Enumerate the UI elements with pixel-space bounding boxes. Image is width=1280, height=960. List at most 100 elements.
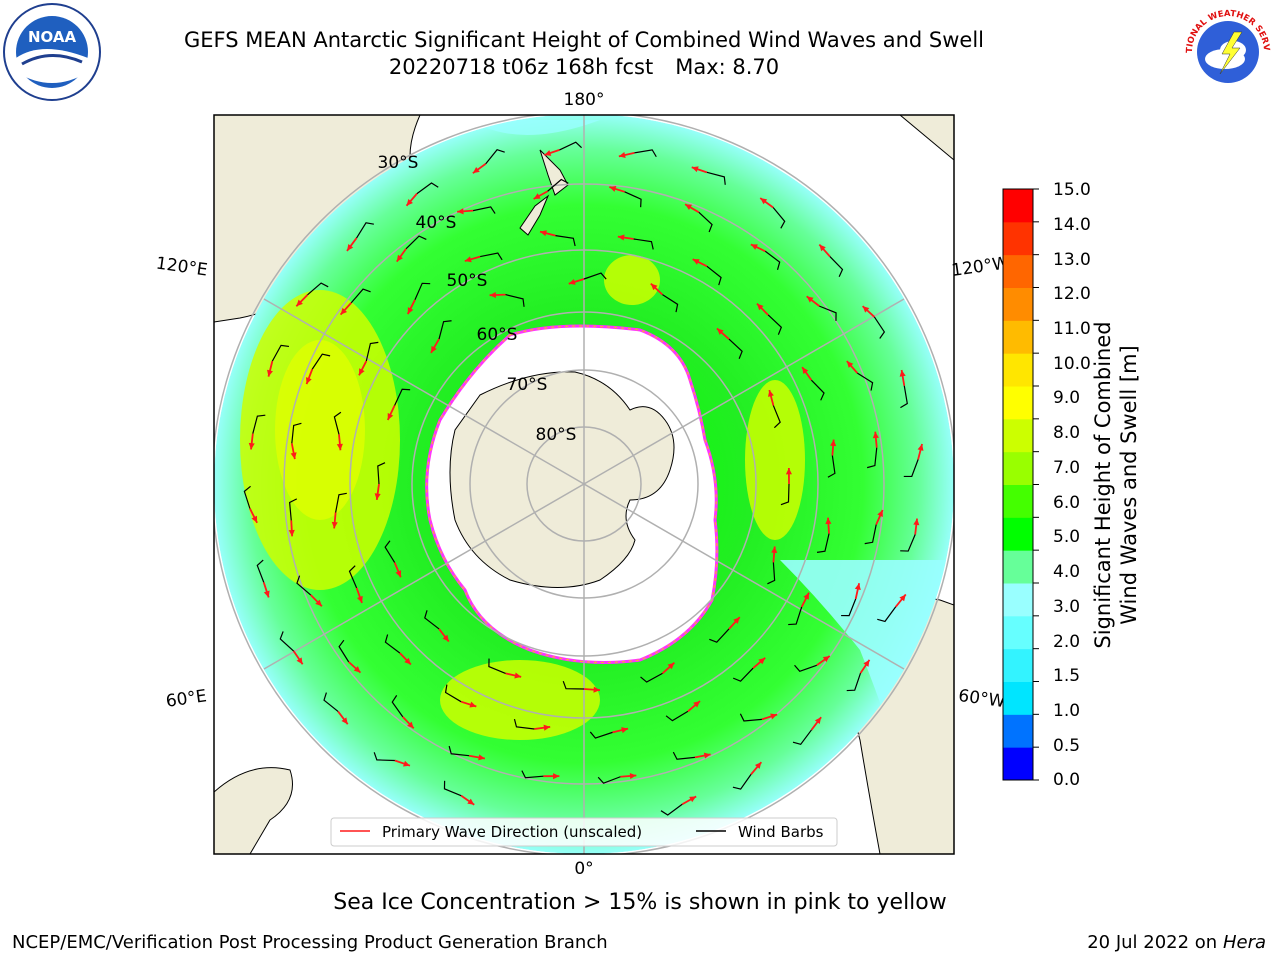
noaa-logo-text: NOAA xyxy=(28,28,77,46)
wind-barb xyxy=(698,211,713,233)
wind-barb xyxy=(414,282,431,301)
wave-direction-arrowhead xyxy=(877,509,883,517)
lat-label-40s: 40°S xyxy=(416,213,457,233)
wind-barb xyxy=(256,559,265,583)
lon-label-60e: 60°E xyxy=(165,686,208,711)
map-legend: Primary Wave Direction (unscaled) Wind B… xyxy=(330,817,838,847)
antarctica-landmass xyxy=(449,371,675,588)
wave-direction-arrowhead xyxy=(374,493,381,500)
wind-barb xyxy=(672,751,695,760)
colorbar-segment xyxy=(1003,353,1033,387)
colorbar-tick-7: 7.0 xyxy=(1053,458,1081,478)
meridian-60e-120w xyxy=(263,298,905,670)
wind-barb xyxy=(772,405,781,429)
lat-label-60s: 60°S xyxy=(477,325,518,345)
wave-direction-arrowhead xyxy=(404,657,411,665)
wind-barb xyxy=(767,562,776,585)
wave-direction-arrowhead xyxy=(514,672,522,679)
wave-direction-arrowhead xyxy=(406,198,413,206)
wave-direction-arrowhead xyxy=(267,369,273,377)
colorbar-label-line2: Wind Waves and Swell [m] xyxy=(1117,345,1141,625)
date-stamp-text: 20 Jul 2022 on xyxy=(1087,932,1223,953)
wind-barb xyxy=(438,320,452,340)
wave-direction-arrowhead xyxy=(457,208,464,215)
wave-direction-arrowhead xyxy=(407,307,414,315)
wind-barb xyxy=(559,141,582,151)
colorbar-tick-0-5: 0.5 xyxy=(1053,736,1081,756)
wind-barb xyxy=(416,182,439,195)
wind-barb xyxy=(732,774,752,790)
wind-barb xyxy=(794,664,817,673)
wind-barb xyxy=(547,178,569,192)
wind-barb xyxy=(900,534,916,552)
colorbar-tick-11: 11.0 xyxy=(1053,319,1091,339)
wave-direction-arrowhead xyxy=(917,444,924,451)
wave-direction-arrowhead xyxy=(703,752,711,759)
wind-barb xyxy=(377,462,386,485)
wind-barb xyxy=(444,684,462,703)
wind-barb xyxy=(333,411,342,435)
wind-barb xyxy=(335,492,347,513)
colorbar-segment xyxy=(1003,517,1033,551)
lon-label-180: 180° xyxy=(564,90,605,110)
wave-direction-arrowhead xyxy=(733,617,740,624)
wave-direction-arrowhead xyxy=(248,442,255,450)
colorbar-tick-1: 1.0 xyxy=(1053,701,1081,721)
wave-direction-arrowhead xyxy=(553,773,560,780)
africa-landmass xyxy=(214,767,293,854)
wave-direction-arrowhead xyxy=(863,659,870,667)
wave-direction-arrowhead xyxy=(814,717,822,725)
wave-direction-arrowhead xyxy=(472,166,480,174)
wind-barb xyxy=(252,414,266,434)
wave-direction-arrowhead xyxy=(846,361,854,368)
wave-direction-arrowhead xyxy=(568,278,576,285)
wind-barb xyxy=(288,498,298,521)
wind-barb xyxy=(589,731,613,739)
colorbar-tick-10: 10.0 xyxy=(1053,354,1091,374)
colorbar-tick-13: 13.0 xyxy=(1053,250,1091,270)
date-stamp: 20 Jul 2022 on Hera xyxy=(1087,932,1266,953)
colorbar-tick-15: 15.0 xyxy=(1053,180,1091,200)
wave-direction-arrowhead xyxy=(629,772,637,780)
wind-barb xyxy=(356,222,374,239)
wave-direction-arrowhead xyxy=(750,244,758,250)
wave-direction-arrowhead xyxy=(288,529,295,537)
wind-barb xyxy=(391,695,404,718)
colorbar-label-line1: Significant Height of Combined xyxy=(1091,321,1115,649)
wave-direction-arrowhead xyxy=(341,717,348,725)
colorbar-segment xyxy=(1003,615,1033,650)
wind-barb xyxy=(819,305,837,321)
wave-direction-arrowhead xyxy=(913,518,920,526)
colorbar-segment xyxy=(1003,714,1033,748)
wave-direction-arrowhead xyxy=(407,721,414,729)
colorbar-segment xyxy=(1003,320,1033,354)
high-wave-region-pacific xyxy=(604,255,660,305)
wind-barb xyxy=(706,171,726,185)
wave-direction-arrowhead xyxy=(296,299,303,307)
colorbar-tick-9: 9.0 xyxy=(1053,388,1081,408)
wave-direction-arrowhead xyxy=(395,570,402,578)
wind-barb xyxy=(488,658,506,674)
wave-direction-arrowhead xyxy=(754,762,762,769)
wind-barb xyxy=(480,252,503,261)
colorbar-segment xyxy=(1003,418,1033,453)
wave-direction-arrowhead xyxy=(387,413,394,421)
wind-barb xyxy=(307,282,329,296)
wave-direction-arrowhead xyxy=(544,150,552,156)
wind-barb xyxy=(665,710,689,722)
wave-direction-arrowhead xyxy=(403,760,410,767)
wave-direction-arrowhead xyxy=(442,634,449,642)
wave-direction-arrowhead xyxy=(263,590,270,598)
wave-direction-arrowhead xyxy=(593,686,600,693)
wave-direction-arrowhead xyxy=(806,296,814,303)
wave-direction-arrowhead xyxy=(785,468,792,475)
wind-barb xyxy=(521,770,544,779)
high-wave-region-drake xyxy=(745,380,805,540)
wind-barb xyxy=(424,610,440,630)
wave-direction-arrowhead xyxy=(691,166,699,173)
lat-label-80s: 80°S xyxy=(536,425,577,445)
wind-barb xyxy=(903,459,919,478)
wave-direction-arrowhead xyxy=(899,594,906,602)
wave-direction-arrowhead xyxy=(359,368,365,376)
wind-barb xyxy=(706,265,722,286)
